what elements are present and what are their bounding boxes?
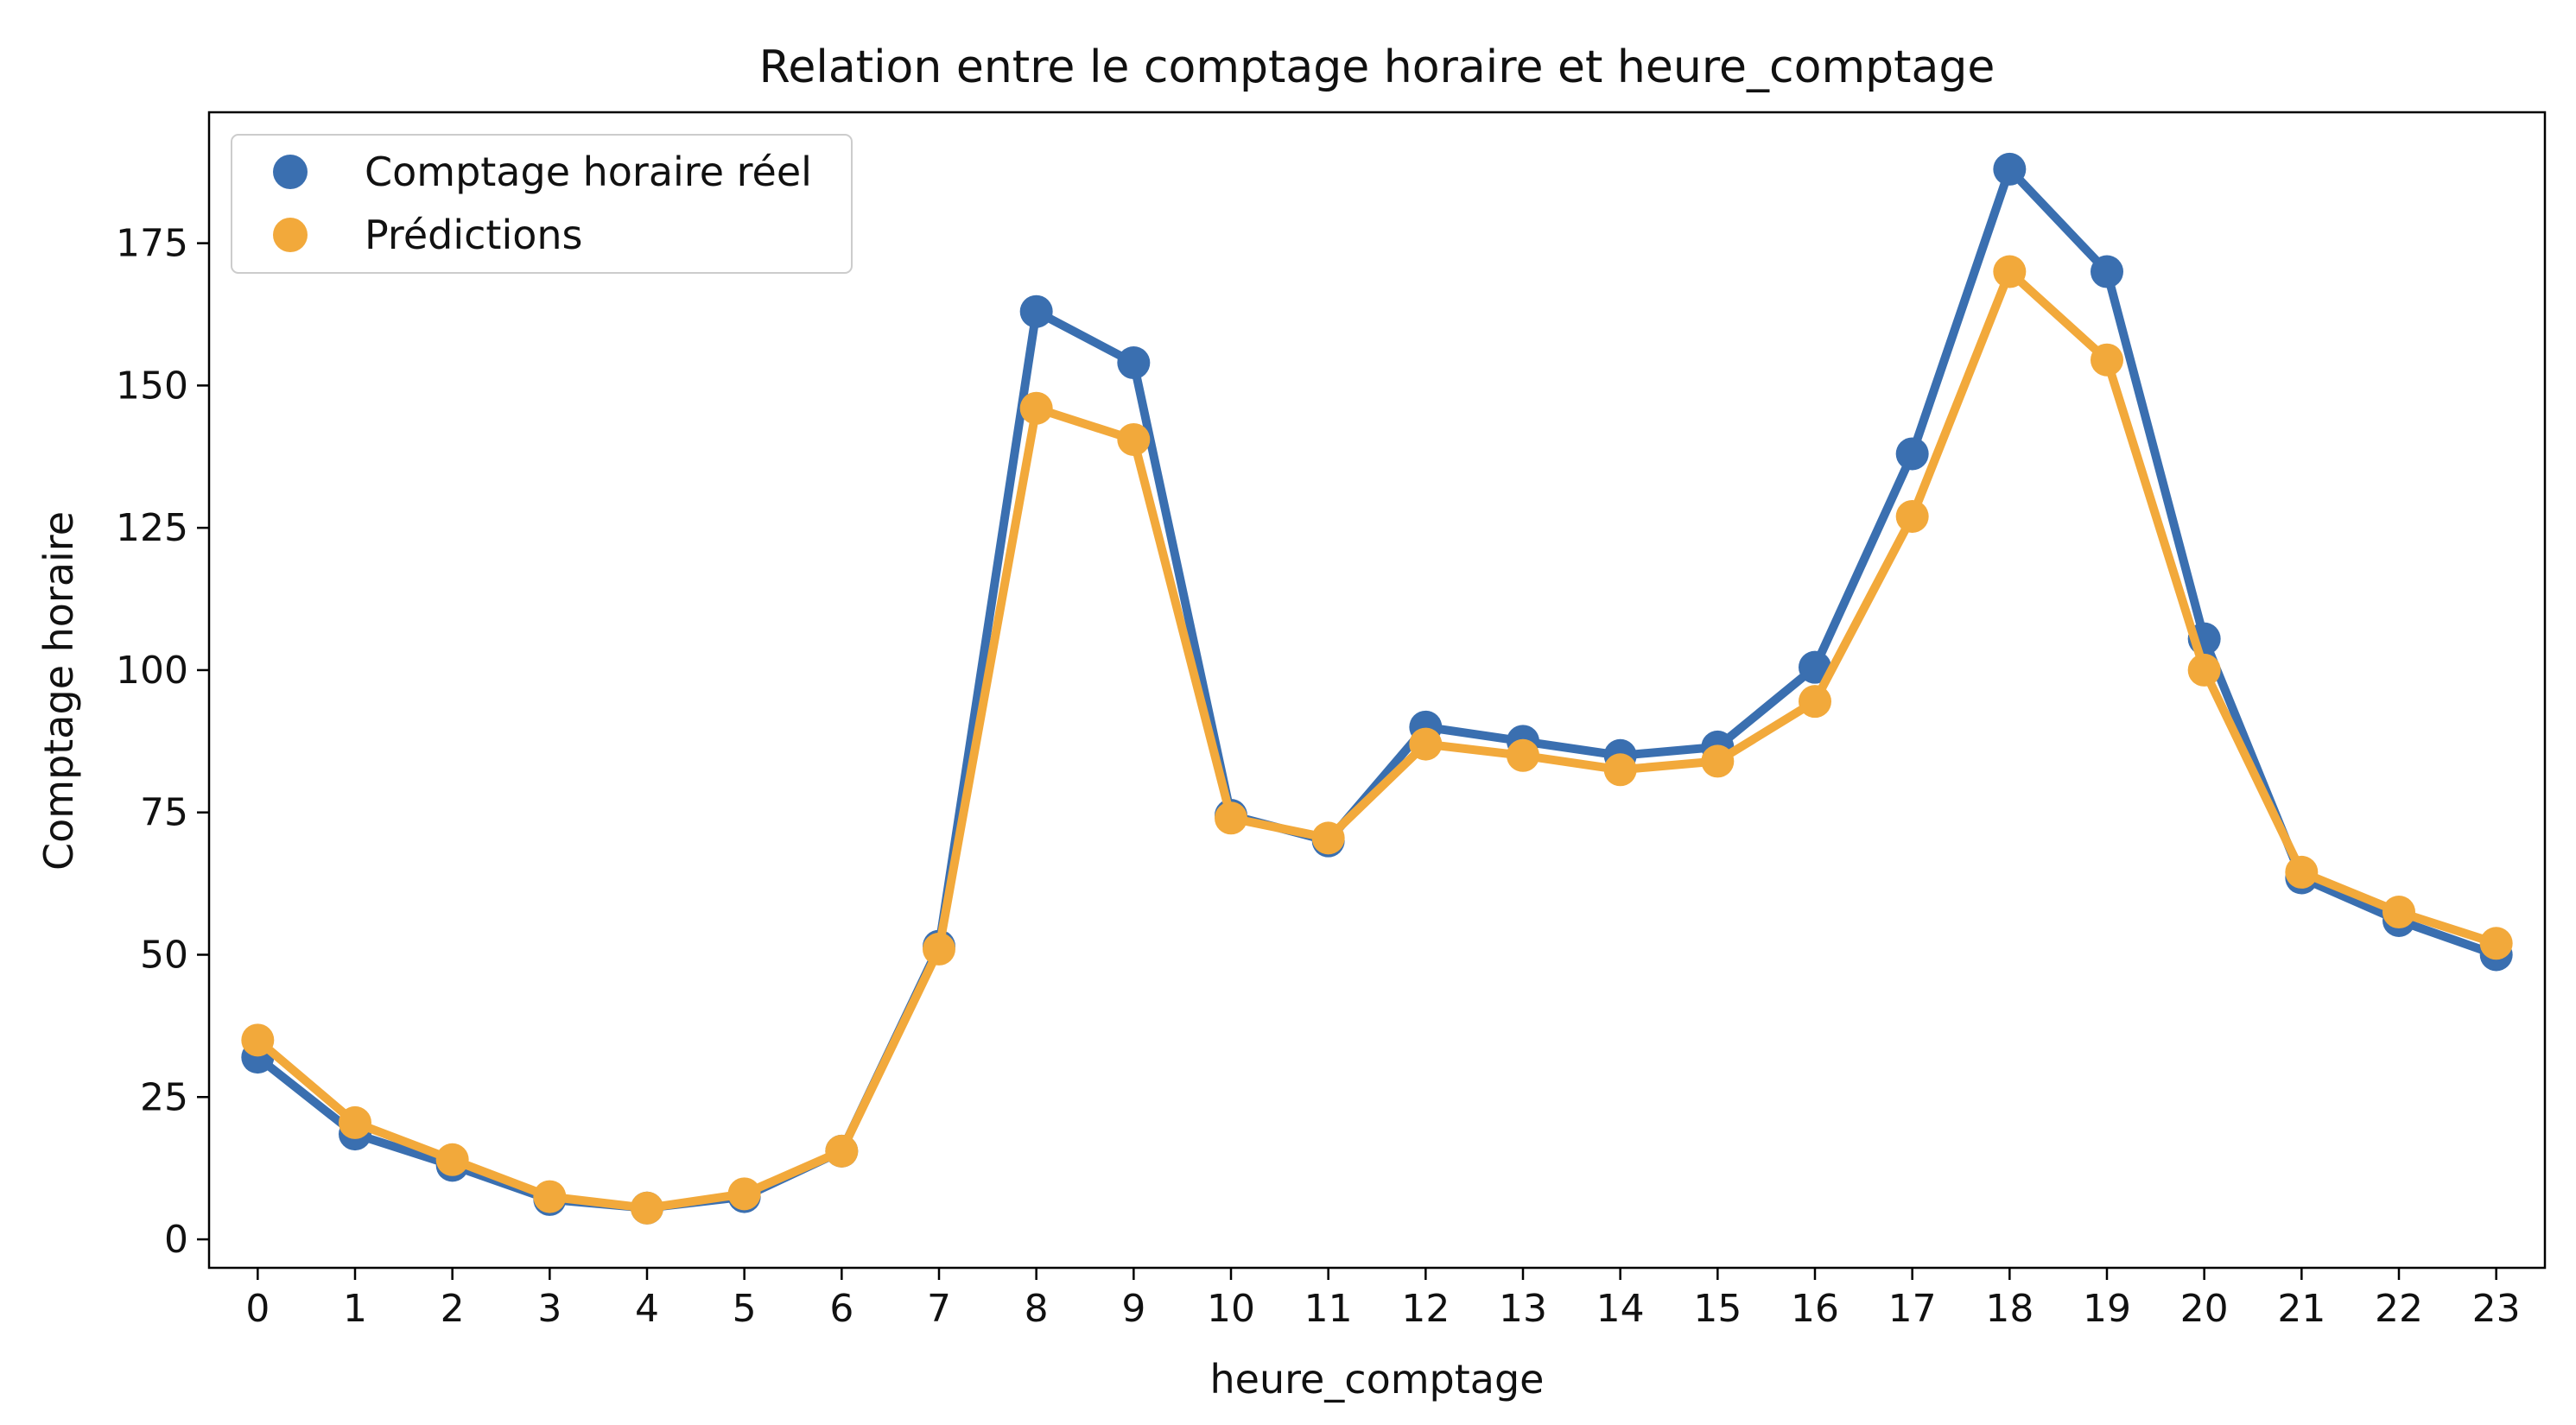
legend-label-reel: Comptage horaire réel bbox=[365, 149, 812, 195]
y-tick-label: 150 bbox=[116, 364, 188, 408]
y-axis-label: Comptage horaire bbox=[35, 511, 82, 871]
data-point bbox=[1895, 499, 1929, 533]
data-point bbox=[727, 1177, 761, 1211]
data-point bbox=[533, 1180, 567, 1213]
x-tick-label: 5 bbox=[733, 1287, 757, 1331]
x-tick-label: 18 bbox=[1985, 1287, 2034, 1331]
x-tick-label: 7 bbox=[927, 1287, 951, 1331]
data-point bbox=[1019, 294, 1053, 328]
x-tick-label: 21 bbox=[2277, 1287, 2325, 1331]
data-point bbox=[2285, 855, 2319, 889]
chart-title: Relation entre le comptage horaire et he… bbox=[759, 41, 1995, 93]
y-tick-label: 75 bbox=[140, 791, 188, 835]
data-point bbox=[1019, 391, 1053, 425]
data-point bbox=[1117, 346, 1151, 380]
data-point bbox=[435, 1143, 469, 1176]
y-axis: 0 25 50 75 100 125 150 175 bbox=[116, 222, 209, 1262]
data-point bbox=[241, 1023, 275, 1057]
data-point bbox=[339, 1105, 371, 1139]
data-point bbox=[2479, 927, 2513, 960]
y-tick-label: 125 bbox=[116, 506, 188, 550]
x-tick-label: 23 bbox=[2472, 1287, 2521, 1331]
x-tick-label: 6 bbox=[829, 1287, 853, 1331]
x-tick-label: 10 bbox=[1207, 1287, 1255, 1331]
x-tick-label: 3 bbox=[537, 1287, 562, 1331]
data-point bbox=[2382, 896, 2415, 929]
data-point bbox=[1993, 152, 2027, 186]
x-tick-label: 12 bbox=[1401, 1287, 1450, 1331]
series-layer bbox=[241, 152, 2513, 1225]
data-point bbox=[2091, 255, 2123, 288]
legend-marker-predictions bbox=[273, 218, 308, 252]
x-tick-label: 17 bbox=[1888, 1287, 1937, 1331]
x-tick-label: 4 bbox=[635, 1287, 659, 1331]
data-point bbox=[923, 932, 955, 966]
data-point bbox=[1603, 753, 1637, 787]
data-point bbox=[1799, 650, 1831, 684]
x-tick-label: 9 bbox=[1121, 1287, 1145, 1331]
y-tick-label: 0 bbox=[164, 1218, 188, 1262]
data-point bbox=[1507, 738, 1539, 772]
data-point bbox=[1409, 727, 1443, 761]
data-point bbox=[825, 1134, 859, 1168]
data-point bbox=[1117, 422, 1151, 456]
data-point bbox=[1311, 821, 1345, 855]
plot-area bbox=[207, 111, 2547, 1270]
legend: Comptage horaire réel Prédictions bbox=[231, 134, 853, 274]
x-tick-label: 1 bbox=[343, 1287, 367, 1331]
legend-marker-reel bbox=[273, 155, 308, 189]
data-point bbox=[1993, 255, 2027, 288]
y-tick-label: 50 bbox=[140, 933, 188, 977]
series-1 bbox=[241, 255, 2513, 1225]
x-tick-label: 20 bbox=[2180, 1287, 2229, 1331]
y-tick-label: 175 bbox=[116, 222, 188, 266]
data-point bbox=[1701, 744, 1735, 778]
y-tick-label: 100 bbox=[116, 649, 188, 693]
x-tick-label: 11 bbox=[1304, 1287, 1353, 1331]
x-tick-label: 16 bbox=[1791, 1287, 1839, 1331]
y-tick-label: 25 bbox=[140, 1075, 188, 1119]
data-point bbox=[1215, 801, 1247, 835]
data-point bbox=[2187, 653, 2221, 687]
x-tick-label: 8 bbox=[1025, 1287, 1049, 1331]
x-tick-label: 13 bbox=[1499, 1287, 1547, 1331]
x-axis-label: heure_comptage bbox=[1210, 1356, 1545, 1403]
x-tick-label: 19 bbox=[2083, 1287, 2131, 1331]
legend-box bbox=[231, 134, 853, 274]
data-point bbox=[631, 1191, 663, 1225]
data-point bbox=[1799, 685, 1831, 719]
x-axis: 0 1 2 3 4 5 6 7 8 9 10 11 12 13 14 15 16 17 18 19 20 21 22 23 bbox=[245, 1268, 2521, 1331]
x-tick-label: 15 bbox=[1693, 1287, 1742, 1331]
x-tick-label: 2 bbox=[441, 1287, 465, 1331]
data-point bbox=[1895, 437, 1929, 471]
x-tick-label: 22 bbox=[2375, 1287, 2423, 1331]
x-tick-label: 14 bbox=[1596, 1287, 1645, 1331]
data-point bbox=[2091, 343, 2123, 377]
x-tick-label: 0 bbox=[245, 1287, 270, 1331]
legend-label-predictions: Prédictions bbox=[365, 212, 582, 258]
